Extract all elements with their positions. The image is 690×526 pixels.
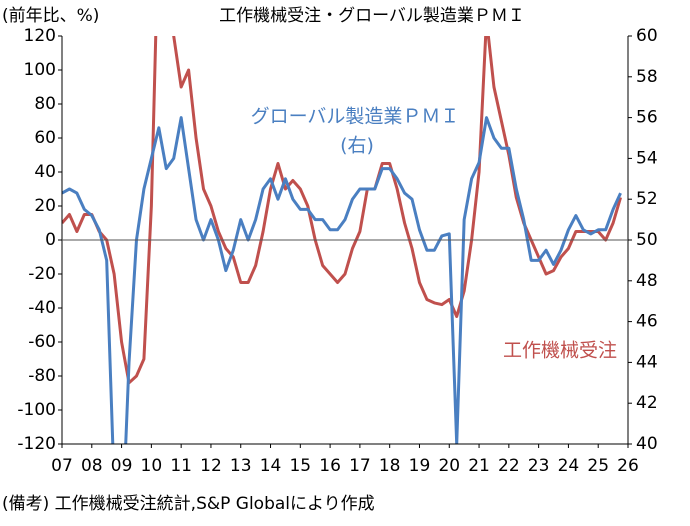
y-tick-label: 40	[34, 162, 56, 182]
x-tick-label: 13	[230, 456, 252, 476]
y-tick-label: -40	[28, 298, 56, 318]
x-tick-label: 20	[438, 456, 460, 476]
y2-tick-label: 42	[636, 393, 658, 413]
x-tick-label: 12	[200, 456, 222, 476]
plot-area	[62, 36, 622, 444]
y-tick-label: 60	[34, 128, 56, 148]
x-tick-label: 21	[468, 456, 490, 476]
x-tick-label: 23	[528, 456, 550, 476]
y-tick-label: -20	[28, 264, 56, 284]
x-tick-label: 10	[141, 456, 163, 476]
y-tick-label: 120	[24, 26, 56, 46]
x-tick-label: 19	[409, 456, 431, 476]
y2-tick-label: 48	[636, 271, 658, 291]
y-tick-label: -60	[28, 332, 56, 352]
x-tick-label: 14	[260, 456, 282, 476]
y-axis-label: (前年比、%)	[2, 6, 99, 26]
y2-tick-label: 56	[636, 108, 658, 128]
y-tick-label: -80	[28, 366, 56, 386]
note: (備考) 工作機械受注統計,S&P Globalにより作成	[2, 494, 375, 514]
y-tick-label: 80	[34, 94, 56, 114]
x-tick-label: 08	[81, 456, 103, 476]
x-tick-label: 07	[51, 456, 73, 476]
x-tick-label: 15	[289, 456, 311, 476]
y-tick-label: 0	[45, 230, 56, 250]
y2-tick-label: 44	[636, 352, 658, 372]
series-label: グローバル製造業ＰＭＩ	[251, 106, 460, 128]
x-tick-label: 16	[319, 456, 341, 476]
series-line	[62, 36, 622, 385]
y2-tick-label: 52	[636, 189, 658, 209]
x-tick-label: 17	[349, 456, 371, 476]
y2-tick-label: 50	[636, 230, 658, 250]
y-tick-label: 100	[24, 60, 56, 80]
chart-title: 工作機械受注・グローバル製造業ＰＭＩ	[219, 6, 525, 26]
y-tick-label: 20	[34, 196, 56, 216]
annotation: (右)	[340, 135, 374, 157]
x-tick-label: 22	[498, 456, 520, 476]
y2-tick-label: 58	[636, 67, 658, 87]
series-label: 工作機械受注	[503, 340, 617, 362]
x-tick-label: 24	[558, 456, 580, 476]
x-tick-label: 18	[379, 456, 401, 476]
y2-tick-label: 60	[636, 26, 658, 46]
x-tick-label: 09	[111, 456, 133, 476]
y2-tick-label: 40	[636, 434, 658, 454]
y-tick-label: -100	[17, 400, 56, 420]
y-tick-label: -120	[17, 434, 56, 454]
y2-tick-label: 54	[636, 148, 658, 168]
x-tick-label: 11	[170, 456, 192, 476]
x-tick-label: 25	[587, 456, 609, 476]
y2-tick-label: 46	[636, 312, 658, 332]
x-tick-label: 26	[617, 456, 639, 476]
